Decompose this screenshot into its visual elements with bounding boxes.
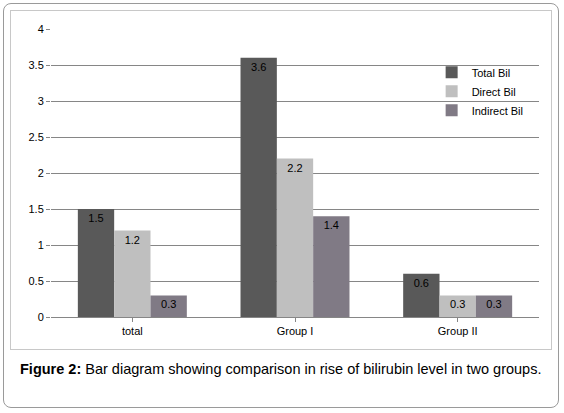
svg-text:2.5: 2.5 (29, 131, 44, 143)
html-text:Figure 2: Bar diagram showing: Figure 2: Bar diagram showing comparison… (20, 361, 542, 377)
svg-text:0.3: 0.3 (161, 298, 176, 310)
svg-text:Direct Bil: Direct Bil (472, 86, 516, 98)
svg-text:2.2: 2.2 (287, 162, 302, 174)
svg-text:3.6: 3.6 (251, 61, 266, 73)
svg-text:0.5: 0.5 (29, 275, 44, 287)
svg-text:0: 0 (38, 311, 44, 323)
svg-text:1.5: 1.5 (88, 212, 103, 224)
svg-text:1.5: 1.5 (29, 203, 44, 215)
svg-text:2: 2 (38, 167, 44, 179)
svg-text:Group II: Group II (438, 325, 478, 337)
svg-text:1.2: 1.2 (125, 234, 140, 246)
svg-text:Group I: Group I (277, 325, 314, 337)
svg-text:1: 1 (38, 239, 44, 251)
svg-text:0.3: 0.3 (450, 298, 465, 310)
svg-text:3.5: 3.5 (29, 59, 44, 71)
svg-text:4: 4 (38, 23, 44, 35)
svg-text:Total Bil: Total Bil (472, 67, 511, 79)
svg-text:0.3: 0.3 (486, 298, 501, 310)
svg-text:0.6: 0.6 (414, 277, 429, 289)
svg-text:1.4: 1.4 (324, 219, 339, 231)
svg-text:total: total (122, 325, 143, 337)
svg-text:3: 3 (38, 95, 44, 107)
svg-text:Indirect Bil: Indirect Bil (472, 105, 523, 117)
